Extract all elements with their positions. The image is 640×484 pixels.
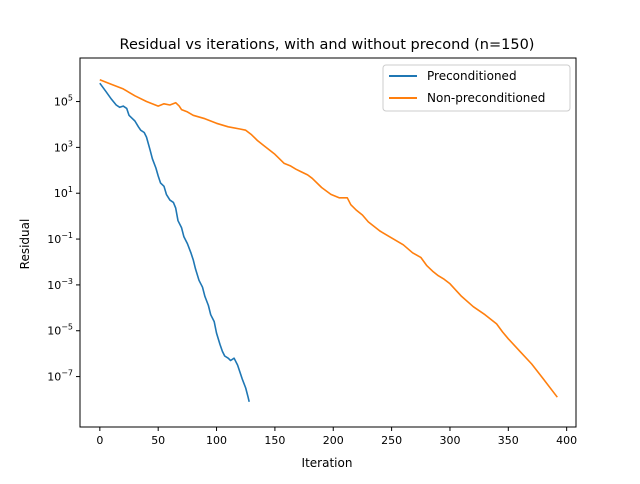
y-tick-label: 103 (54, 139, 73, 154)
x-tick-label: 0 (96, 434, 103, 447)
y-tick-label: 10−5 (47, 323, 73, 338)
y-ticks: 105 103 101 10−1 10−3 10−5 10−7 (47, 94, 80, 384)
x-tick-label: 300 (439, 434, 460, 447)
y-tick-label: 10−1 (47, 231, 73, 246)
plot-lines (99, 79, 558, 402)
x-tick-label: 100 (206, 434, 227, 447)
plot-frame (79, 57, 577, 428)
series-line-1 (99, 79, 558, 398)
y-tick-label: 10−3 (47, 277, 73, 292)
x-tick-label: 200 (323, 434, 344, 447)
series-line-0 (99, 82, 250, 402)
x-tick-label: 50 (151, 434, 165, 447)
chart-title: Residual vs iterations, with and without… (120, 37, 535, 53)
x-tick-label: 250 (381, 434, 402, 447)
x-tick-label: 350 (498, 434, 519, 447)
legend-box (382, 64, 571, 112)
y-tick-label: 10−7 (47, 369, 73, 384)
y-axis-label: Residual (18, 219, 32, 270)
legend: Preconditioned Non-preconditioned (382, 64, 571, 112)
y-tick-label: 105 (54, 94, 73, 109)
x-tick-label: 400 (556, 434, 577, 447)
y-tick-label: 101 (54, 185, 73, 200)
x-axis-label: Iteration (302, 456, 353, 470)
x-ticks: 0 50 100 150 200 250 300 350 400 (96, 427, 577, 447)
legend-label-0: Preconditioned (427, 69, 517, 83)
x-tick-label: 150 (264, 434, 285, 447)
legend-label-1: Non-preconditioned (427, 91, 545, 105)
